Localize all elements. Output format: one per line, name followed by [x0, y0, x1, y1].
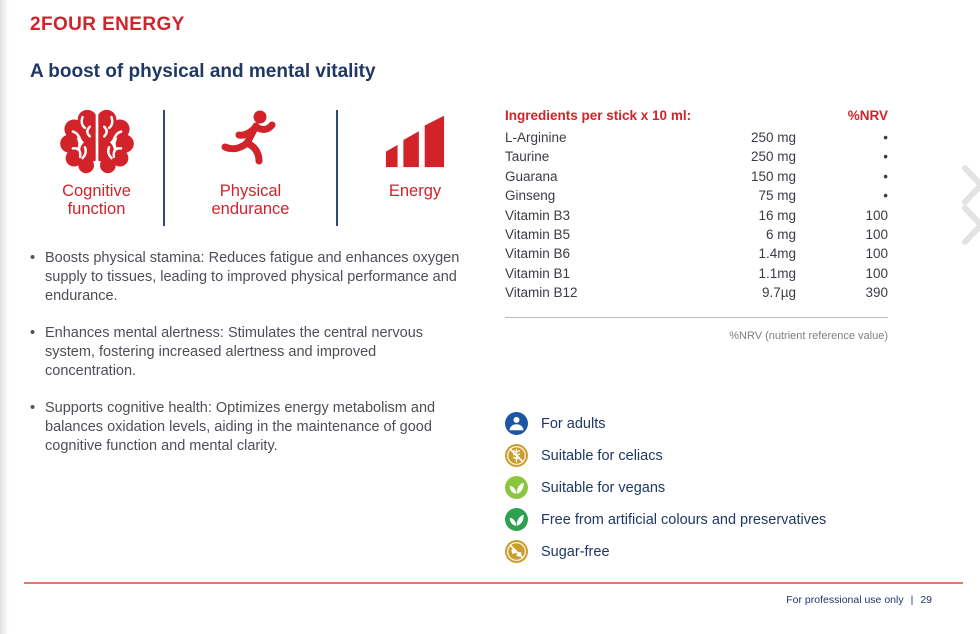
badge-label: Sugar-free	[541, 543, 610, 560]
runner-icon	[219, 104, 283, 176]
bullet-item: • Enhances mental alertness: Stimulates …	[30, 324, 462, 381]
table-row: Vitamin B1 1.1mg 100	[505, 264, 888, 283]
nrv-footnote: %NRV (nutrient reference value)	[729, 329, 888, 342]
footer-note: For professional use only | 29	[786, 594, 932, 606]
nrv-header-label: %NRV	[847, 108, 888, 123]
list-item: Suitable for celiacs	[505, 444, 826, 467]
energy-bars-icon	[384, 104, 446, 176]
ingredient-nrv: 390	[865, 285, 888, 301]
ingredient-amount: 16 mg	[758, 207, 796, 223]
ingredient-amount: 250 mg	[750, 149, 796, 165]
ingredient-amount: 6 mg	[765, 227, 796, 243]
adult-icon	[505, 412, 528, 435]
ingredient-nrv: 100	[865, 207, 888, 223]
ingredients-header-label: Ingredients per stick x 10 ml:	[505, 108, 692, 123]
badge-label: Suitable for vegans	[541, 479, 666, 496]
page-title: 2FOUR ENERGY	[30, 14, 185, 35]
ingredient-name: L-Arginine	[505, 130, 567, 145]
page-number: 29	[920, 594, 932, 606]
ingredient-name: Vitamin B1	[505, 265, 571, 281]
bullet-marker: •	[30, 250, 36, 266]
ingredient-nrv: •	[883, 149, 888, 165]
ingredient-nrv: 100	[865, 227, 888, 243]
table-row: Ginseng 75 mg •	[505, 186, 888, 205]
footer-separator: |	[910, 594, 914, 606]
bullet-item: • Boosts physical stamina: Reduces fatig…	[30, 249, 462, 306]
ingredients-table-header: Ingredients per stick x 10 ml: %NRV	[505, 106, 888, 125]
vegan-leaf-icon	[505, 476, 528, 499]
list-item: Suitable for vegans	[505, 476, 826, 499]
ingredient-name: Vitamin B12	[505, 285, 578, 301]
table-row: Vitamin B3 16 mg 100	[505, 206, 888, 225]
ingredient-amount: 250 mg	[750, 130, 796, 145]
ingredient-name: Vitamin B5	[505, 227, 571, 243]
table-row: Taurine 250 mg •	[505, 147, 888, 166]
gluten-free-icon	[505, 444, 528, 467]
sugar-free-icon	[505, 540, 528, 563]
ingredient-nrv: •	[883, 188, 888, 204]
ingredient-amount: 75 mg	[758, 188, 796, 204]
benefit-bullet-list: • Boosts physical stamina: Reduces fatig…	[30, 249, 462, 474]
badge-label: Free from artificial colours and preserv…	[541, 511, 827, 528]
table-row: Guarana 150 mg •	[505, 167, 888, 186]
ingredient-name: Vitamin B6	[505, 246, 571, 262]
ingredient-amount: 1.1mg	[758, 265, 796, 281]
benefit-label-cognitive: Cognitive function	[62, 182, 131, 219]
table-divider	[505, 316, 888, 318]
bullet-text: Enhances mental alertness: Stimulates th…	[45, 325, 424, 379]
footer-divider-line	[24, 582, 963, 584]
benefit-physical-endurance: Physical endurance	[165, 104, 336, 226]
ingredient-amount: 1.4mg	[758, 246, 796, 262]
ingredient-name: Vitamin B3	[505, 207, 571, 223]
bullet-text: Supports cognitive health: Optimizes ene…	[45, 400, 436, 454]
badge-label: For adults	[541, 415, 606, 432]
ingredient-amount: 9.7µg	[761, 285, 796, 301]
benefit-divider	[163, 110, 165, 226]
benefit-divider	[336, 110, 338, 226]
ingredient-nrv: 100	[865, 246, 888, 262]
list-item: For adults	[505, 412, 826, 435]
ingredient-name: Taurine	[505, 149, 550, 165]
benefit-cognitive-function: Cognitive function	[30, 104, 163, 226]
ingredient-nrv: •	[883, 168, 888, 184]
bullet-marker: •	[30, 325, 36, 341]
table-row: Vitamin B12 9.7µg 390	[505, 283, 888, 302]
bullet-text: Boosts physical stamina: Reduces fatigue…	[45, 250, 460, 304]
ingredient-nrv: 100	[865, 265, 888, 281]
table-row: L-Arginine 250 mg •	[505, 128, 888, 147]
brain-icon	[57, 104, 137, 176]
table-row: Vitamin B6 1.4mg 100	[505, 244, 888, 263]
bullet-marker: •	[30, 400, 36, 416]
bullet-item: • Supports cognitive health: Optimizes e…	[30, 399, 462, 456]
list-item: Free from artificial colours and preserv…	[505, 508, 826, 531]
left-edge-shadow	[0, 0, 9, 634]
ingredient-name: Ginseng	[505, 188, 556, 204]
benefit-label-physical: Physical endurance	[211, 182, 290, 219]
ingredient-amount: 150 mg	[750, 168, 796, 184]
ingredient-nrv: •	[883, 130, 888, 145]
list-item: Sugar-free	[505, 540, 826, 563]
benefit-energy: Energy	[338, 104, 472, 226]
natural-leaves-icon	[505, 508, 528, 531]
table-row: Vitamin B5 6 mg 100	[505, 225, 888, 244]
footer-note-text: For professional use only	[786, 594, 904, 606]
badge-label: Suitable for celiacs	[541, 447, 663, 464]
badge-list: For adults Suitable for celiacs	[505, 412, 826, 572]
page-subtitle: A boost of physical and mental vitality	[30, 61, 376, 82]
carousel-next-icon[interactable]	[959, 160, 980, 250]
ingredients-table: Ingredients per stick x 10 ml: %NRV L-Ar…	[505, 106, 888, 342]
ingredient-name: Guarana	[505, 168, 558, 184]
benefits-row: Cognitive function Physical endurance	[30, 104, 472, 226]
benefit-label-energy: Energy	[388, 182, 442, 200]
